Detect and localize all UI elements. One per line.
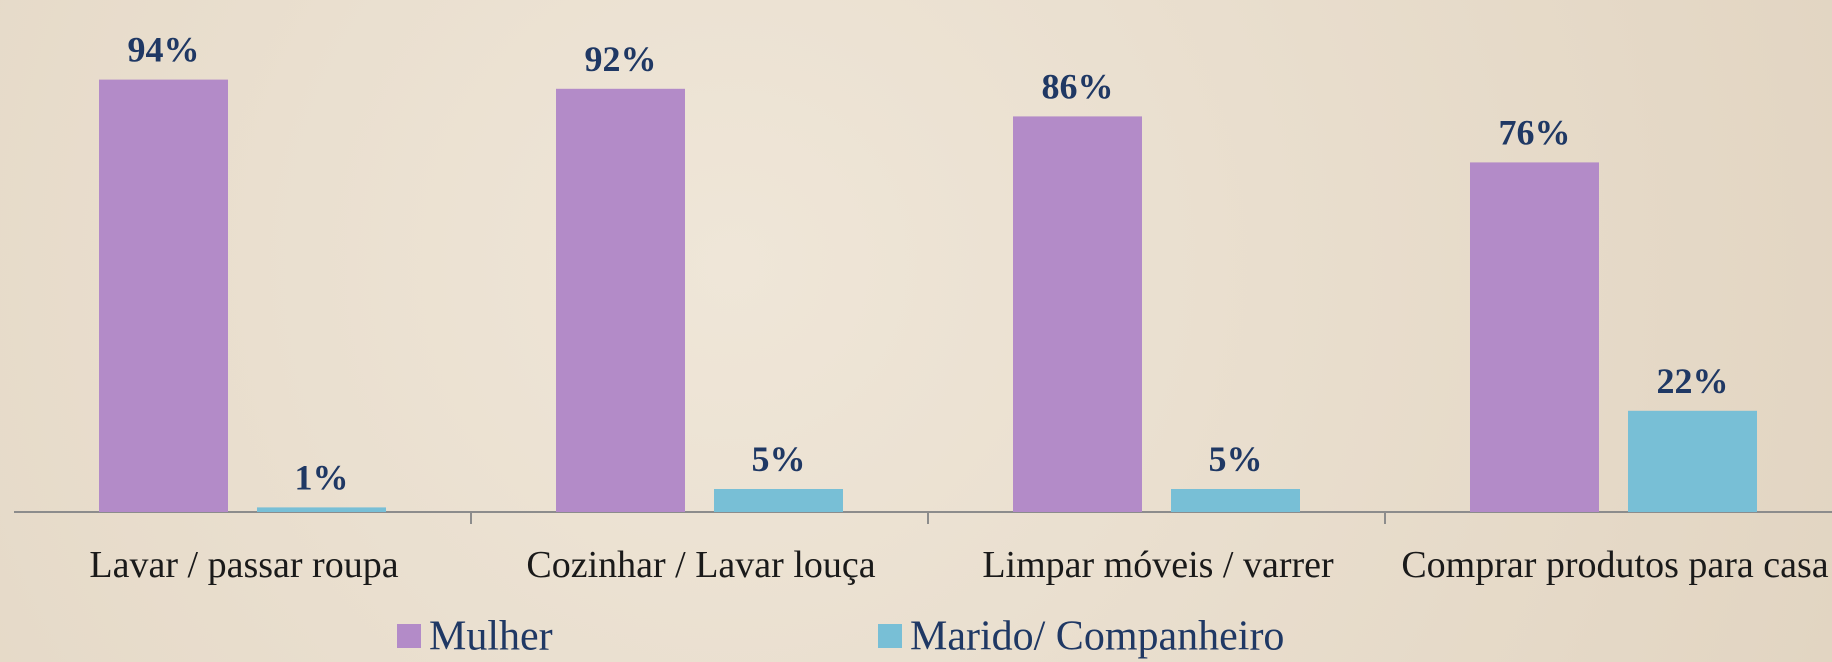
value-label: 22% xyxy=(1657,361,1729,401)
x-tick-label: Comprar produtos para casa xyxy=(1395,545,1832,585)
x-tick-label: Lavar / passar roupa xyxy=(24,545,464,585)
legend-swatch xyxy=(878,624,902,648)
bar xyxy=(99,80,228,512)
value-label: 5% xyxy=(752,439,806,479)
bar xyxy=(1628,411,1757,512)
bar xyxy=(1013,116,1142,512)
bar xyxy=(1171,489,1300,512)
legend-label: Marido/ Companheiro xyxy=(910,614,1284,660)
legend-swatch xyxy=(397,624,421,648)
bar xyxy=(714,489,843,512)
value-label: 5% xyxy=(1209,439,1263,479)
value-label: 76% xyxy=(1499,112,1571,152)
value-label: 1% xyxy=(295,457,349,497)
x-tick-label: Limpar móveis / varrer xyxy=(938,545,1378,585)
bar xyxy=(257,507,386,512)
legend-label: Mulher xyxy=(429,614,553,660)
chart: 94% 1% 92% 5% 86% 5% 76% 22% Mulher Marido/ Compa… xyxy=(0,0,1832,662)
value-label: 92% xyxy=(585,39,657,79)
value-label: 86% xyxy=(1042,66,1114,106)
bar xyxy=(556,89,685,512)
value-label: 94% xyxy=(128,30,200,70)
x-tick-label: Cozinhar / Lavar louça xyxy=(481,545,921,585)
bar xyxy=(1470,162,1599,512)
